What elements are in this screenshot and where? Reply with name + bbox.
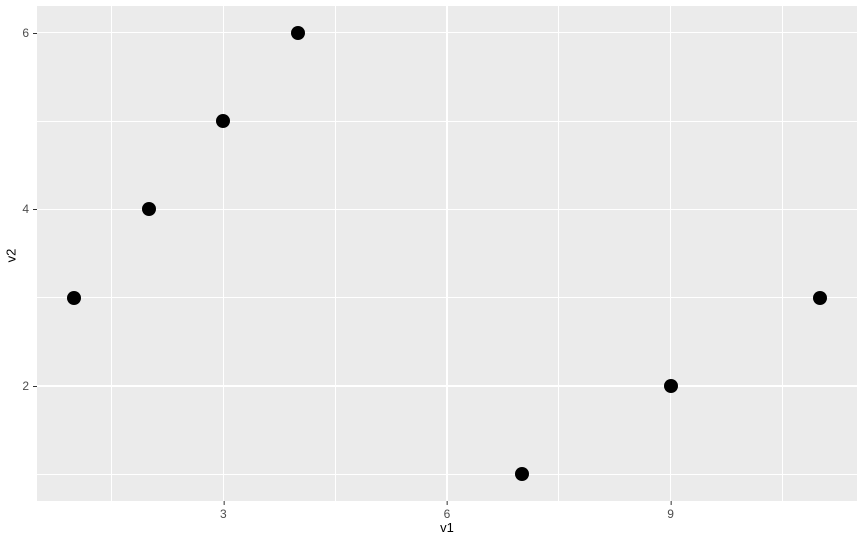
data-point	[291, 26, 305, 40]
grid-minor-v	[558, 6, 559, 501]
plot-area: 369246	[37, 6, 857, 501]
x-tick-label: 9	[667, 501, 674, 521]
x-axis-label: v1	[37, 520, 857, 535]
data-point	[515, 467, 529, 481]
y-axis-label: v2	[4, 241, 19, 271]
data-point	[664, 379, 678, 393]
data-point	[67, 291, 81, 305]
y-tick-label: 4	[22, 202, 37, 216]
grid-major-h	[37, 32, 857, 34]
grid-major-v	[446, 6, 448, 501]
grid-major-v	[223, 6, 225, 501]
data-point	[142, 202, 156, 216]
data-point	[216, 114, 230, 128]
grid-major-v	[670, 6, 672, 501]
y-tick-label: 2	[22, 379, 37, 393]
scatter-chart: v2 369246 v1	[0, 0, 865, 539]
grid-minor-v	[782, 6, 783, 501]
data-point	[813, 291, 827, 305]
grid-minor-v	[111, 6, 112, 501]
y-tick-label: 6	[22, 26, 37, 40]
grid-major-h	[37, 209, 857, 211]
x-tick-label: 6	[444, 501, 451, 521]
grid-minor-v	[335, 6, 336, 501]
grid-major-h	[37, 385, 857, 387]
x-tick-label: 3	[220, 501, 227, 521]
